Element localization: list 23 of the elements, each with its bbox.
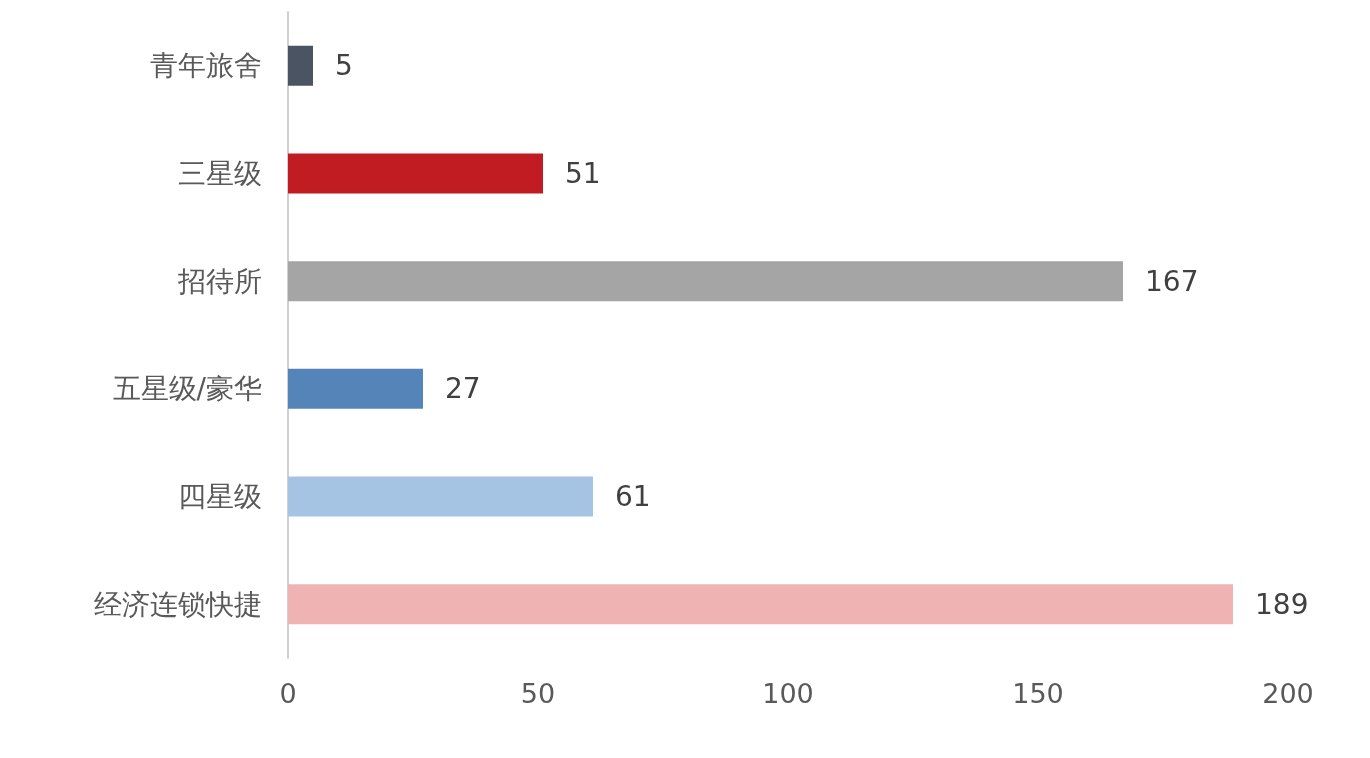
- y-tick-label: 三星级: [178, 157, 262, 190]
- x-tick-label: 150: [1012, 678, 1064, 709]
- x-tick-label: 200: [1262, 678, 1314, 709]
- y-tick-label: 四星级: [178, 480, 262, 513]
- y-tick-label: 招待所: [177, 264, 262, 298]
- bar: [288, 153, 543, 194]
- y-tick-label: 五星级/豪华: [112, 372, 262, 406]
- data-label: 5: [335, 49, 353, 83]
- x-tick-label: 0: [279, 678, 297, 709]
- x-tick-label: 100: [762, 678, 814, 709]
- data-label: 189: [1255, 587, 1309, 621]
- y-tick-label: 经济连锁快捷: [94, 587, 262, 621]
- bar: [288, 45, 313, 86]
- x-tick-label: 50: [520, 678, 556, 709]
- data-label: 61: [615, 480, 651, 513]
- bar: [288, 584, 1233, 625]
- bar: [288, 261, 1123, 302]
- y-tick-label: 青年旅舍: [150, 49, 262, 83]
- bar: [288, 368, 423, 409]
- data-label: 167: [1145, 264, 1199, 298]
- bar: [288, 476, 593, 517]
- data-label: 51: [565, 157, 601, 190]
- data-label: 27: [445, 372, 481, 406]
